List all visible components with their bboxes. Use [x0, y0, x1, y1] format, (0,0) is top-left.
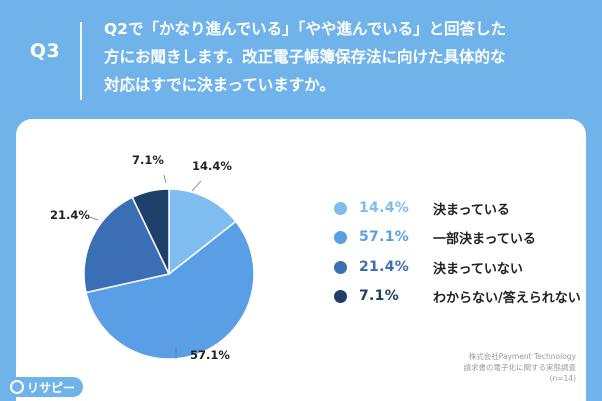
legend-item: 14.4% 決まっている	[334, 197, 510, 219]
search-icon	[10, 380, 24, 394]
chart-card: 14.4% 57.1% 21.4% 7.1% 14.4% 決まっている 57.1…	[16, 119, 586, 401]
pie-slice	[168, 188, 237, 276]
pie-chart	[83, 174, 255, 360]
logo-text: リサピー	[27, 380, 76, 395]
legend-label: 一部決まっている	[433, 231, 536, 247]
slice-value-label: 14.4%	[192, 159, 232, 173]
slice-value-label: 57.1%	[190, 348, 230, 362]
header-divider	[80, 22, 82, 100]
source-note: 株式会社Payment Technology 請求書の電子化に関する実態調査 (…	[376, 351, 577, 384]
question-line: Q2で「かなり進んでいる」「やや進んでいる」と回答した	[104, 20, 507, 38]
pie-slice	[83, 196, 171, 294]
source-line: (n=14)	[549, 374, 576, 383]
legend-item: 7.1% わからない/答えられない	[334, 285, 581, 307]
source-line: 請求書の電子化に関する実態調査	[463, 363, 577, 372]
legend-swatch	[334, 201, 347, 215]
slice-value-label: 7.1%	[132, 153, 164, 167]
legend-item: 21.4% 決まっていない	[334, 256, 523, 278]
pie-slice	[131, 188, 170, 275]
question-text: Q2で「かなり進んでいる」「やや進んでいる」と回答した 方にお聞きします。改正電…	[104, 15, 594, 99]
legend-swatch	[334, 289, 347, 303]
legend-swatch	[334, 260, 347, 274]
legend-label: 決まっている	[433, 202, 510, 218]
leader-line	[163, 174, 167, 184]
slice-value-label: 21.4%	[50, 208, 90, 222]
legend-value: 14.4%	[359, 200, 410, 216]
brand-logo: リサピー	[6, 377, 84, 397]
question-line: 対応はすでに決まっていますか。	[104, 76, 335, 94]
pie-slice	[85, 220, 255, 360]
legend-label: わからない/答えられない	[433, 290, 581, 306]
question-line: 方にお聞きします。改正電子帳簿保存法に向けた具体的な	[104, 48, 506, 66]
legend-label: 決まっていない	[433, 261, 523, 277]
legend-value: 7.1%	[359, 288, 400, 304]
legend-value: 57.1%	[359, 229, 410, 245]
question-number: Q3	[29, 40, 61, 62]
source-line: 株式会社Payment Technology	[468, 352, 576, 361]
legend-value: 21.4%	[359, 259, 410, 275]
question-header: Q3 Q2で「かなり進んでいる」「やや進んでいる」と回答した 方にお聞きします。…	[0, 0, 602, 118]
leader-line	[191, 180, 202, 192]
leader-line	[89, 216, 99, 221]
legend-swatch	[334, 230, 347, 244]
legend-item: 57.1% 一部決まっている	[334, 226, 536, 248]
